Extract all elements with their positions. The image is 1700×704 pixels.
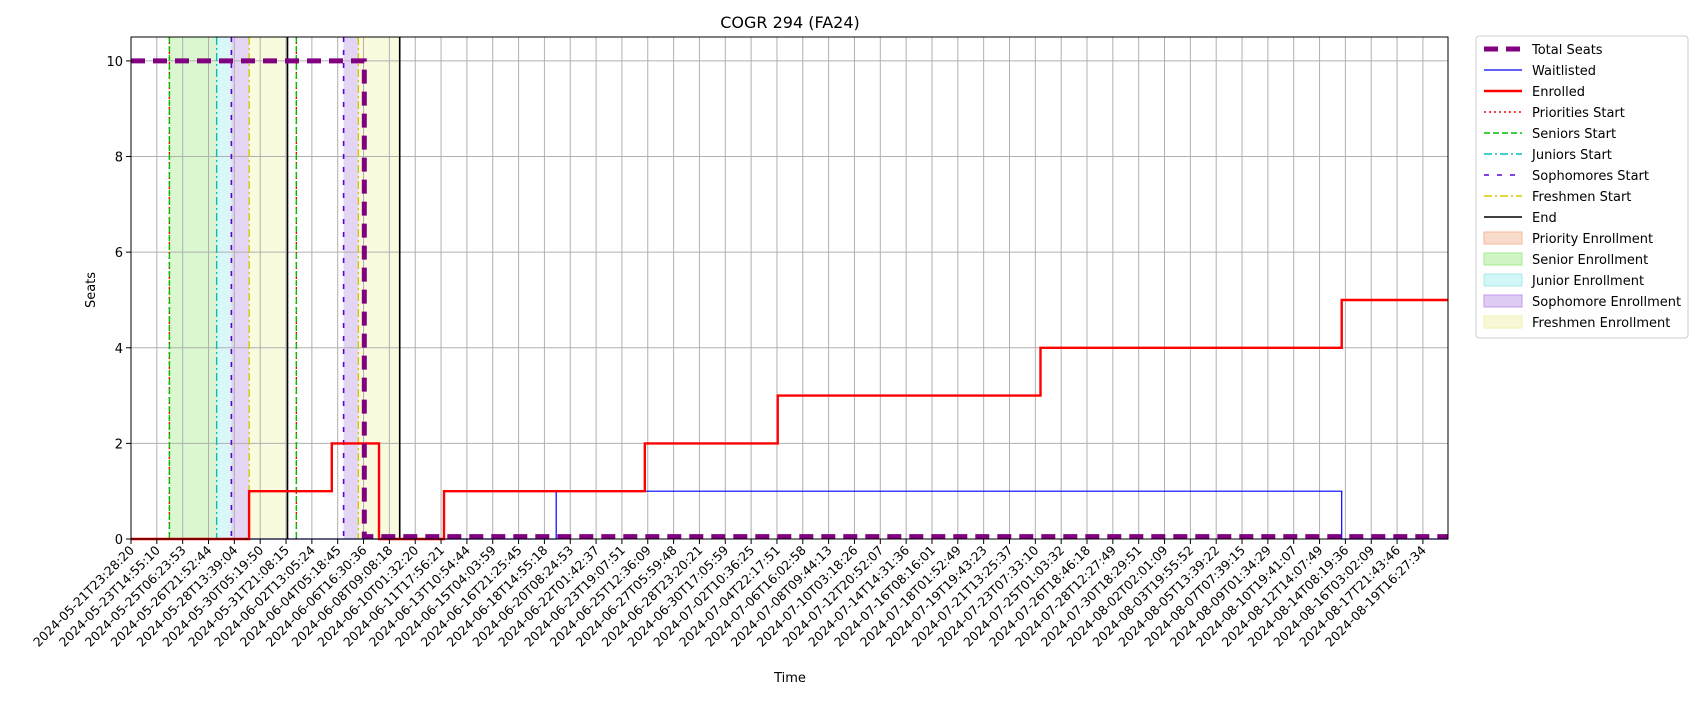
legend-label-seniors-start: Seniors Start	[1532, 127, 1616, 142]
legend-box	[1475, 35, 1689, 339]
legend-label-waitlisted: Waitlisted	[1532, 64, 1596, 79]
y-tick-label: 2	[115, 437, 123, 452]
span-sophomore-enrollment	[231, 37, 250, 539]
y-tick-label: 0	[115, 533, 123, 548]
series-waitlisted	[131, 490, 1448, 540]
legend-swatch-senior-enrollment	[1483, 252, 1523, 266]
legend-label-junior-enrollment: Junior Enrollment	[1531, 274, 1644, 289]
legend-label-freshmen-start: Freshmen Start	[1532, 190, 1631, 205]
span-sophomore-enrollment	[343, 37, 359, 539]
legend-label-enrolled: Enrolled	[1532, 85, 1585, 100]
legend-label-sophomores-start: Sophomores Start	[1532, 169, 1649, 184]
y-axis-label: Seats	[84, 272, 99, 308]
legend-swatch-priority-enrollment	[1483, 231, 1523, 245]
y-tick-label: 4	[115, 342, 123, 357]
legend-label-freshmen-enrollment: Freshmen Enrollment	[1532, 316, 1670, 331]
legend-swatch-freshmen-enrollment	[1483, 315, 1523, 329]
legend-label-sophomore-enrollment: Sophomore Enrollment	[1532, 295, 1681, 310]
plot-area: 02468102024-05-21T23:28:202024-05-23T14:…	[30, 36, 1449, 650]
legend-swatch-sophomore-enrollment	[1483, 294, 1523, 308]
y-tick-label: 10	[106, 55, 123, 70]
legend-label-senior-enrollment: Senior Enrollment	[1532, 253, 1648, 268]
y-tick-label: 6	[115, 246, 123, 261]
legend-label-juniors-start: Juniors Start	[1531, 148, 1612, 163]
span-senior-enrollment	[169, 37, 217, 539]
legend-label-priority-enrollment: Priority Enrollment	[1532, 232, 1653, 247]
legend-label-priorities-start: Priorities Start	[1532, 106, 1625, 121]
series-total-seats	[131, 58, 1448, 540]
legend-label-total-seats: Total Seats	[1531, 43, 1603, 58]
span-freshmen-enrollment	[249, 37, 288, 539]
legend-label-end: End	[1532, 211, 1557, 226]
span-junior-enrollment	[216, 37, 232, 539]
legend-swatch-junior-enrollment	[1483, 273, 1523, 287]
chart-title: COGR 294 (FA24)	[720, 13, 860, 32]
y-tick-label: 8	[115, 151, 123, 166]
x-axis-label: Time	[773, 671, 806, 686]
legend: Total Seats Waitlisted Enrolled Priorities …	[1475, 35, 1689, 339]
plot-frame	[130, 36, 1449, 540]
series-enrolled	[131, 298, 1448, 541]
